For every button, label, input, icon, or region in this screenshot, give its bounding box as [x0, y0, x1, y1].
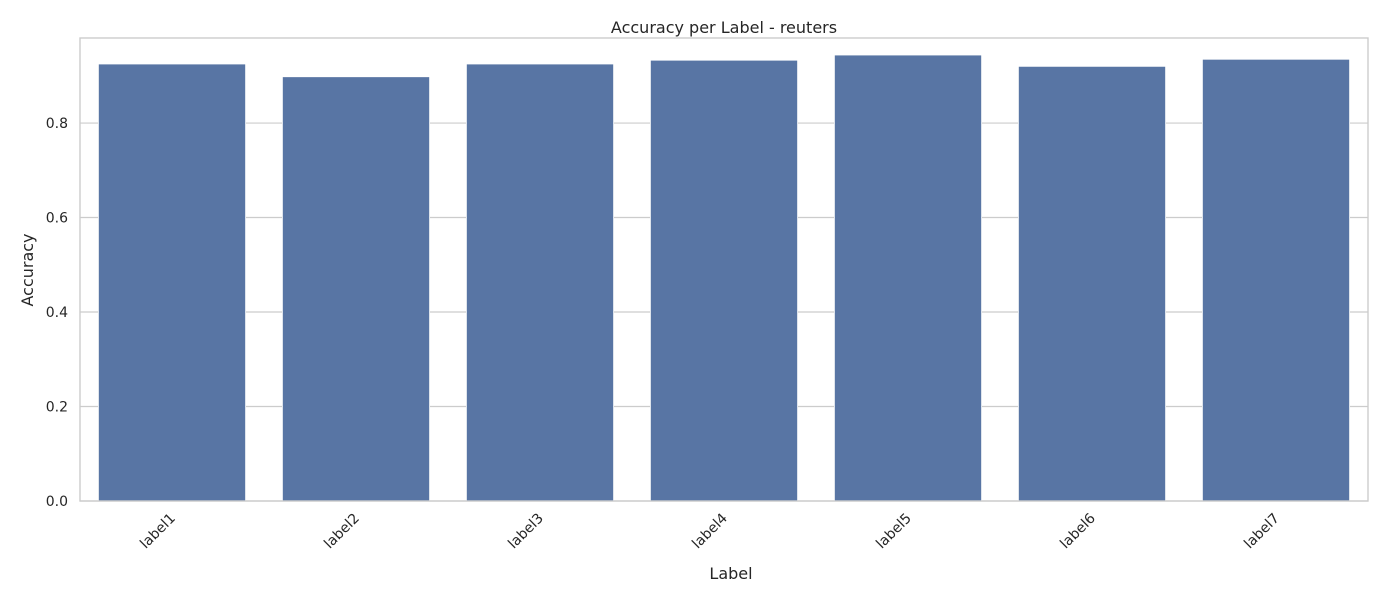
x-tick-label: label1	[137, 511, 179, 553]
y-axis-label: Accuracy	[18, 233, 37, 306]
bar-label5	[834, 54, 983, 502]
x-tick-label: label3	[505, 511, 547, 553]
bar-label1	[98, 63, 246, 502]
y-tick-label: 0.0	[46, 494, 68, 510]
bar-label7	[1202, 58, 1351, 502]
x-tick-labels: label1 label2 label3 label4 label5 label6 labe…	[137, 510, 1283, 552]
bar-label2	[281, 76, 430, 502]
bar-layer	[98, 54, 1351, 502]
chart-title: Accuracy per Label - reuters	[611, 18, 837, 37]
y-tick-label: 0.6	[46, 211, 68, 227]
y-tick-labels: 0.0 0.2 0.4 0.6 0.8	[46, 116, 68, 510]
x-axis-label: Label	[709, 564, 752, 583]
bar-label6	[1018, 65, 1167, 502]
bar-label4	[650, 59, 799, 502]
x-tick-label: label4	[689, 510, 731, 552]
plot-frame	[79, 37, 1369, 502]
x-tick-label: label2	[321, 511, 363, 553]
y-tick-label: 0.2	[46, 400, 68, 416]
y-tick-label: 0.4	[46, 305, 68, 321]
x-tick-label: label7	[1241, 511, 1283, 553]
x-tick-label: label5	[873, 511, 915, 553]
y-tick-label: 0.8	[46, 116, 68, 132]
x-tick-label: label6	[1057, 510, 1099, 552]
bar-label3	[465, 63, 614, 502]
